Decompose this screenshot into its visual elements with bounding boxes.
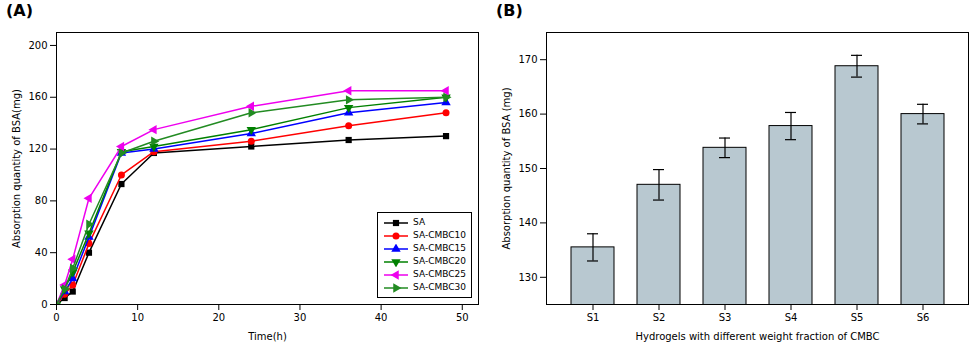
- svg-text:0: 0: [41, 299, 47, 310]
- html-text:(B): (B): [496, 1, 523, 20]
- svg-text:120: 120: [28, 143, 47, 154]
- svg-text:80: 80: [35, 195, 48, 206]
- svg-text:170: 170: [518, 54, 537, 65]
- html-text:SA: SA: [413, 217, 426, 227]
- svg-text:130: 130: [518, 272, 537, 283]
- svg-text:S6: S6: [917, 312, 930, 323]
- svg-text:10: 10: [131, 312, 144, 323]
- html-text:SA-CMBC10: SA-CMBC10: [413, 230, 466, 240]
- svg-text:S1: S1: [587, 312, 600, 323]
- svg-text:Time(h): Time(h): [247, 331, 287, 342]
- svg-text:Absorption quantity of BSA(mg): Absorption quantity of BSA(mg): [11, 89, 22, 248]
- html-text:SA-CMBC25: SA-CMBC25: [413, 269, 466, 279]
- svg-text:S5: S5: [851, 312, 864, 323]
- svg-text:Hydrogels with different weigh: Hydrogels with different weight fraction…: [635, 331, 879, 342]
- html-text:SA-CMBC30: SA-CMBC30: [413, 282, 466, 292]
- svg-text:20: 20: [212, 312, 225, 323]
- svg-text:40: 40: [35, 247, 48, 258]
- svg-text:S2: S2: [653, 312, 666, 323]
- svg-text:160: 160: [28, 91, 47, 102]
- svg-text:30: 30: [294, 312, 307, 323]
- svg-text:S3: S3: [719, 312, 732, 323]
- svg-text:S4: S4: [785, 312, 798, 323]
- html-text:SA-CMBC15: SA-CMBC15: [413, 243, 466, 253]
- svg-text:150: 150: [518, 163, 537, 174]
- svg-text:160: 160: [518, 108, 537, 119]
- svg-text:40: 40: [375, 312, 388, 323]
- html-text:(A): (A): [6, 1, 33, 20]
- svg-text:0: 0: [53, 312, 59, 323]
- svg-text:50: 50: [456, 312, 469, 323]
- svg-text:Absorption quantity of BSA (mg: Absorption quantity of BSA (mg): [501, 87, 512, 249]
- svg-text:200: 200: [28, 40, 47, 51]
- svg-text:140: 140: [518, 217, 537, 228]
- html-text:SA-CMBC20: SA-CMBC20: [413, 256, 466, 266]
